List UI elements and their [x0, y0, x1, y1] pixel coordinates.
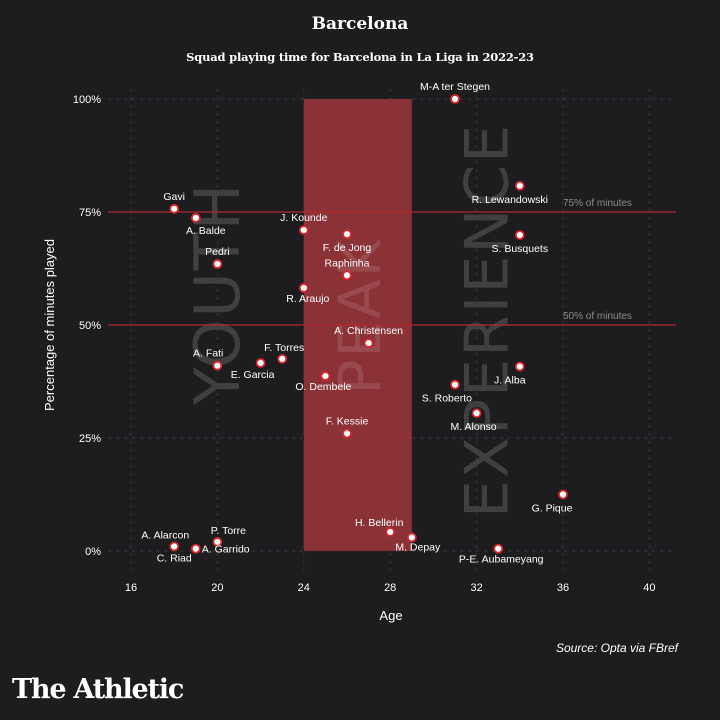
reference-lines: 75% of minutes 50% of minutes: [108, 198, 676, 326]
point-label: J. Alba: [494, 375, 526, 387]
data-point: [450, 94, 460, 104]
data-point: [169, 541, 180, 552]
point-label: C. Riad: [157, 552, 192, 564]
data-point: [342, 270, 352, 281]
point-label: F. Kessie: [326, 415, 369, 427]
data-point: [190, 212, 201, 223]
axes: 16 20 24 28 32 36 40 0% 25% 50% 75% 100%: [73, 94, 656, 594]
point-label: F. Torres: [264, 342, 304, 354]
point-label: Raphinha: [325, 257, 370, 269]
point-label: G. Pique: [532, 503, 573, 515]
point-label: R. Lewandowski: [472, 194, 548, 206]
data-point: [169, 203, 180, 214]
y-tick-label: 50%: [79, 320, 101, 332]
data-point: [514, 180, 525, 191]
point-label: R. Araujo: [286, 293, 329, 305]
data-point: [277, 353, 288, 364]
data-point: [385, 527, 396, 537]
point-label: P. Torre: [211, 525, 246, 537]
data-point: [320, 371, 331, 381]
data-point: [450, 379, 460, 390]
reference-line-label: 50% of minutes: [563, 311, 632, 322]
zone-watermarks: YOUTH PEAK EXPERIENCE: [181, 123, 523, 518]
y-tick-label: 25%: [79, 433, 101, 445]
chart-title: Barcelona: [311, 14, 409, 34]
chart-subtitle: Squad playing time for Barcelona in La L…: [186, 50, 534, 64]
zone-watermark-peak: PEAK: [326, 237, 394, 394]
y-tick-label: 75%: [79, 207, 101, 219]
data-point: [298, 283, 309, 293]
data-point: [212, 360, 223, 371]
point-label: M. Alonso: [451, 421, 497, 433]
data-point: [363, 338, 374, 348]
point-label: S. Busquets: [491, 243, 548, 255]
y-tick-label: 0%: [85, 546, 101, 558]
source-note: Source: Opta via FBref: [555, 641, 678, 655]
x-tick-label: 16: [125, 582, 137, 594]
brand-logo: The Athletic: [12, 674, 184, 705]
point-label: H. Bellerin: [355, 517, 404, 529]
data-point: [342, 428, 352, 439]
zone-watermark-experience: EXPERIENCE: [452, 123, 522, 518]
data-point: [471, 408, 482, 419]
point-labels: M-A ter Stegen R. Lewandowski Gavi A. Balde…: [141, 81, 572, 566]
data-points: [169, 94, 568, 554]
point-label: E. Garcia: [231, 369, 275, 381]
x-tick-label: 40: [643, 582, 655, 594]
point-label: F. de Jong: [323, 242, 372, 254]
point-label: M. Depay: [395, 541, 441, 553]
x-tick-label: 20: [211, 582, 223, 594]
data-point: [212, 259, 223, 269]
point-label: O. Dembele: [295, 381, 351, 393]
point-label: S. Roberto: [422, 393, 472, 405]
data-point: [406, 532, 417, 543]
point-label: A. Christensen: [334, 325, 403, 337]
x-tick-label: 36: [557, 582, 569, 594]
data-point: [558, 489, 568, 500]
data-point: [514, 230, 525, 240]
reference-line-label: 75% of minutes: [563, 198, 632, 209]
data-point: [298, 225, 309, 235]
data-point: [514, 361, 525, 372]
point-label: Pedri: [205, 246, 230, 258]
y-tick-label: 100%: [73, 94, 101, 106]
data-point: [255, 358, 266, 368]
point-label: A. Fati: [193, 348, 223, 360]
point-label: M-A ter Stegen: [420, 81, 490, 93]
data-point: [212, 537, 223, 547]
data-point: [493, 543, 504, 554]
x-axis-label: Age: [379, 608, 402, 623]
point-label: A. Alarcon: [141, 529, 189, 541]
point-label: A. Garrido: [202, 544, 250, 556]
data-point: [342, 229, 352, 240]
x-tick-label: 32: [470, 582, 482, 594]
point-label: J. Kounde: [280, 212, 327, 224]
y-axis-label: Percentage of minutes played: [42, 239, 57, 411]
x-tick-label: 24: [298, 582, 310, 594]
point-label: P-E. Aubameyang: [459, 554, 544, 566]
data-point: [190, 543, 201, 554]
point-label: A. Balde: [186, 225, 226, 237]
point-label: Gavi: [163, 191, 185, 203]
x-tick-label: 28: [384, 582, 396, 594]
